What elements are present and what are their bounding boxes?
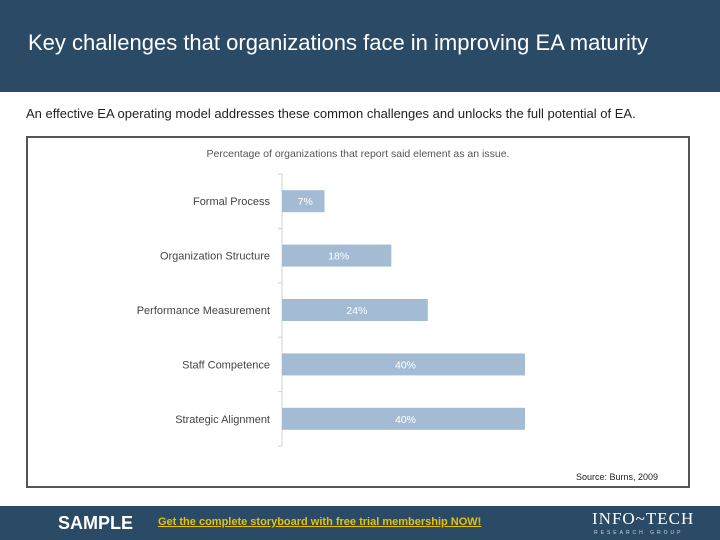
sample-label: SAMPLE <box>58 513 134 533</box>
data-label: 40% <box>395 414 416 426</box>
chart-panel: Percentage of organizations that report … <box>26 136 690 488</box>
footer-bar: SAMPLE Get the complete storyboard with … <box>0 506 720 540</box>
brand-logo: INFO~TECH RESEARCH GROUP <box>592 509 710 539</box>
category-label: Performance Measurement <box>137 305 270 317</box>
bar <box>282 244 392 267</box>
category-label: Staff Competence <box>182 359 270 371</box>
bar <box>282 353 525 376</box>
chart-title: Percentage of organizations that report … <box>207 148 510 160</box>
free-trial-link[interactable]: Get the complete storyboard with free tr… <box>158 516 482 528</box>
header-bar: Key challenges that organizations face i… <box>0 0 720 92</box>
source-note: Source: Burns, 2009 <box>576 472 658 482</box>
data-label: 7% <box>298 196 313 208</box>
bar-chart: Percentage of organizations that report … <box>137 148 658 482</box>
page-title: Key challenges that organizations face i… <box>28 30 648 55</box>
data-label: 18% <box>328 251 349 263</box>
bar <box>282 407 525 430</box>
bar <box>282 299 428 321</box>
bar <box>282 190 325 213</box>
brand-name: INFO~TECH <box>592 509 695 528</box>
category-label: Formal Process <box>193 196 271 208</box>
brand-subtitle: RESEARCH GROUP <box>594 530 684 536</box>
data-label: 24% <box>346 305 367 317</box>
data-label: 40% <box>395 359 416 371</box>
category-label: Strategic Alignment <box>175 414 270 426</box>
category-label: Organization Structure <box>160 251 270 263</box>
page-subtitle: An effective EA operating model addresse… <box>26 106 636 121</box>
